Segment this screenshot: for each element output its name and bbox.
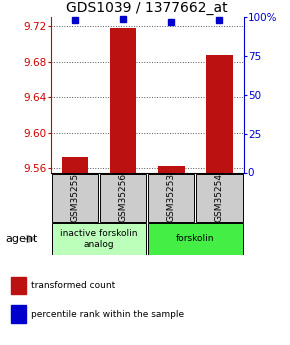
Text: transformed count: transformed count <box>30 281 115 290</box>
Bar <box>148 174 194 221</box>
Title: GDS1039 / 1377662_at: GDS1039 / 1377662_at <box>66 1 228 15</box>
Text: GSM35255: GSM35255 <box>70 173 79 222</box>
Bar <box>11 305 26 323</box>
Bar <box>206 55 233 172</box>
Bar <box>52 174 98 221</box>
Bar <box>61 157 88 172</box>
Bar <box>52 223 146 255</box>
Text: inactive forskolin
analog: inactive forskolin analog <box>60 229 138 249</box>
Text: forskolin: forskolin <box>176 234 215 244</box>
Text: GSM35256: GSM35256 <box>119 173 128 222</box>
Bar <box>148 223 243 255</box>
Bar <box>11 277 26 294</box>
Bar <box>158 166 184 172</box>
Text: GSM35254: GSM35254 <box>215 173 224 222</box>
Bar <box>110 28 136 172</box>
Text: percentile rank within the sample: percentile rank within the sample <box>30 310 184 319</box>
Text: GSM35253: GSM35253 <box>167 173 176 222</box>
Bar <box>100 174 146 221</box>
Bar <box>196 174 243 221</box>
Text: agent: agent <box>6 234 38 244</box>
